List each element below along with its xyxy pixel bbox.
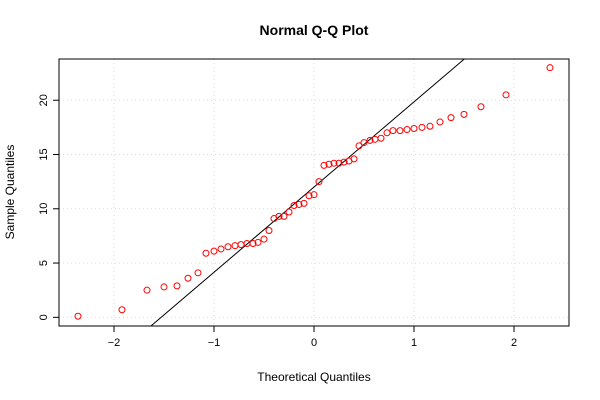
- data-point: [396, 127, 404, 135]
- data-point: [295, 200, 303, 208]
- data-point: [447, 114, 455, 122]
- data-point: [280, 212, 288, 220]
- grid: [59, 59, 569, 326]
- data-point: [290, 202, 298, 210]
- data-point: [320, 161, 328, 169]
- data-points: [74, 64, 554, 320]
- y-tick-label: 15: [38, 148, 50, 160]
- x-tick-label: 2: [511, 337, 517, 349]
- data-point: [224, 243, 232, 251]
- data-point: [305, 192, 313, 200]
- x-axis-label: Theoretical Quantiles: [257, 370, 370, 384]
- data-point: [403, 126, 411, 134]
- data-point: [143, 286, 151, 294]
- data-point: [330, 159, 338, 167]
- data-point: [275, 212, 283, 220]
- data-point: [300, 199, 308, 207]
- data-point: [202, 249, 210, 257]
- data-point: [436, 118, 444, 126]
- data-point: [173, 282, 181, 290]
- data-point: [194, 269, 202, 277]
- data-point: [210, 247, 218, 255]
- data-point: [410, 124, 418, 132]
- y-tick-label: 20: [38, 94, 50, 106]
- data-point: [340, 158, 348, 166]
- x-axis-ticks: −2 −1 0 1 2: [108, 326, 517, 349]
- data-point: [237, 241, 245, 249]
- data-point: [460, 110, 468, 118]
- data-point: [315, 178, 323, 186]
- data-point: [254, 238, 262, 246]
- data-point: [546, 64, 554, 72]
- data-point: [418, 123, 426, 131]
- y-tick-label: 5: [38, 260, 50, 266]
- data-point: [285, 208, 293, 216]
- data-point: [160, 283, 168, 291]
- y-tick-label: 10: [38, 203, 50, 215]
- data-point: [360, 139, 368, 147]
- data-point: [217, 245, 225, 253]
- data-point: [477, 103, 485, 111]
- data-point: [355, 142, 363, 150]
- data-point: [389, 127, 397, 135]
- data-point: [426, 122, 434, 130]
- data-point: [325, 160, 333, 168]
- y-axis-label: Sample Quantiles: [3, 145, 17, 240]
- data-point: [260, 235, 268, 243]
- data-point: [74, 312, 82, 320]
- x-tick-label: 0: [311, 337, 317, 349]
- chart-title: Normal Q-Q Plot: [260, 22, 369, 38]
- data-point: [231, 242, 239, 250]
- data-point: [249, 240, 257, 248]
- x-tick-label: −2: [108, 337, 121, 349]
- data-point: [184, 274, 192, 282]
- data-point: [310, 191, 318, 199]
- data-point: [118, 306, 126, 314]
- data-point: [335, 159, 343, 167]
- y-tick-label: 0: [38, 314, 50, 320]
- x-tick-label: −1: [208, 337, 221, 349]
- data-point: [265, 226, 273, 234]
- data-point: [383, 129, 391, 137]
- y-axis-ticks: 0 5 10 15 20: [38, 94, 59, 320]
- data-point: [366, 136, 374, 144]
- data-point: [502, 91, 510, 99]
- data-point: [377, 134, 385, 142]
- reference-line-group: [150, 58, 465, 327]
- data-point: [350, 155, 358, 163]
- reference-line: [150, 58, 465, 327]
- x-tick-label: 1: [411, 337, 417, 349]
